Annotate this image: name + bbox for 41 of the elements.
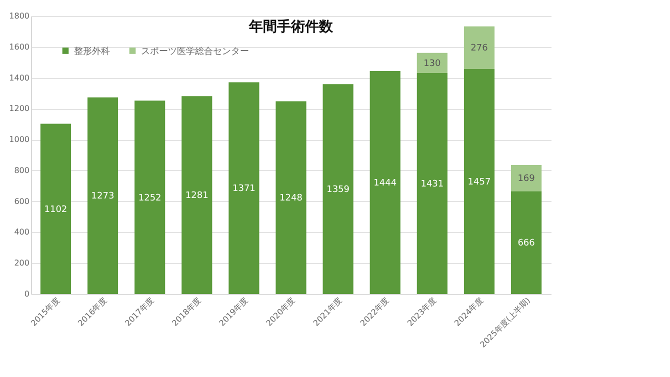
data-label: 1281 bbox=[185, 191, 208, 202]
bar bbox=[464, 26, 495, 69]
data-label: 1359 bbox=[326, 185, 350, 196]
y-tick-label: 200 bbox=[14, 258, 30, 268]
data-label: 1444 bbox=[374, 178, 397, 188]
bar bbox=[370, 70, 400, 294]
y-tick-label: 0 bbox=[24, 290, 30, 298]
bar bbox=[40, 124, 71, 294]
data-label: 1102 bbox=[44, 204, 68, 215]
bar bbox=[228, 82, 260, 294]
data-label: 1431 bbox=[420, 179, 444, 190]
y-tick-label: 1800 bbox=[9, 12, 30, 20]
data-label: 666 bbox=[518, 238, 536, 249]
bar bbox=[511, 165, 542, 192]
bar bbox=[276, 101, 306, 294]
data-label: 130 bbox=[424, 58, 442, 69]
bar bbox=[134, 100, 166, 294]
bar bbox=[182, 96, 212, 294]
bar bbox=[322, 84, 354, 294]
y-tick-label: 1200 bbox=[9, 104, 30, 114]
data-label: 1252 bbox=[138, 193, 162, 204]
y-tick-label: 600 bbox=[14, 196, 30, 206]
data-label: 169 bbox=[518, 174, 536, 184]
data-label: 1248 bbox=[280, 194, 303, 204]
legend-label: 整形外科 bbox=[74, 46, 110, 57]
chart-title: 年間手術件数 bbox=[248, 18, 334, 35]
y-tick-label: 400 bbox=[14, 228, 30, 237]
bar bbox=[416, 52, 448, 73]
data-label: 1457 bbox=[468, 177, 491, 188]
bar bbox=[416, 72, 448, 294]
data-label: 1371 bbox=[232, 184, 256, 194]
y-tick-label: 1600 bbox=[9, 42, 30, 52]
y-tick-label: 1000 bbox=[9, 135, 30, 144]
bar bbox=[511, 191, 542, 294]
data-label: 1273 bbox=[91, 192, 114, 202]
legend-label: スポーツ医学総合センター bbox=[141, 46, 249, 57]
data-label: 276 bbox=[470, 44, 488, 54]
bar bbox=[464, 68, 495, 294]
bar bbox=[87, 97, 118, 294]
y-tick-label: 800 bbox=[14, 166, 30, 175]
y-tick-label: 1400 bbox=[9, 73, 30, 82]
